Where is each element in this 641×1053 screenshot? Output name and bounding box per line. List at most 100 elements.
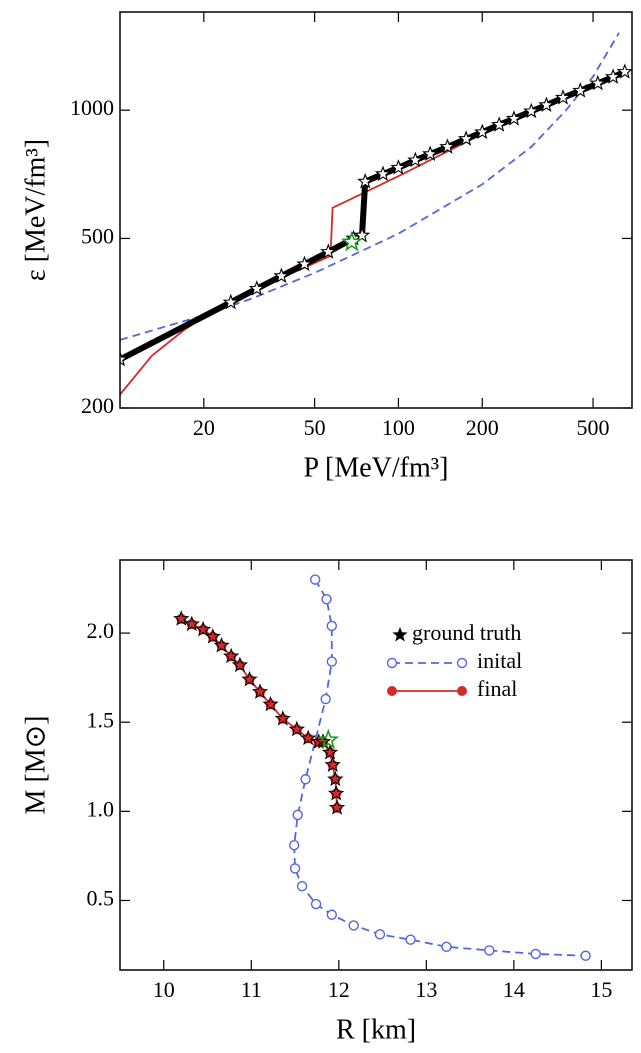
star-marker — [538, 96, 555, 112]
point — [405, 934, 416, 945]
star-marker — [328, 799, 346, 815]
x-tick-label: 11 — [241, 977, 262, 1002]
legend-label: inital — [477, 648, 522, 673]
series-line — [120, 69, 626, 363]
star-marker — [213, 637, 230, 653]
star-marker — [554, 89, 572, 105]
star-marker — [523, 102, 540, 119]
frame — [119, 11, 633, 409]
star-marker — [374, 165, 392, 181]
legend-label: ground truth — [412, 620, 521, 645]
y-axis-label: ε [MeV/fm³] — [20, 139, 51, 281]
legend-dot — [386, 657, 398, 669]
star-marker — [327, 770, 344, 787]
legend-dot — [387, 686, 397, 696]
point — [289, 863, 301, 874]
y-tick-label: 1.0 — [87, 796, 115, 821]
star-marker — [321, 743, 339, 760]
star-marker — [262, 695, 279, 712]
legend-star — [392, 627, 408, 642]
star-marker — [328, 784, 345, 801]
star-marker — [604, 68, 622, 84]
point — [310, 898, 322, 910]
star-marker — [421, 145, 439, 161]
star-marker — [474, 123, 491, 140]
star-marker — [241, 670, 258, 687]
star-marker — [273, 267, 290, 283]
star-marker — [204, 628, 221, 644]
legend-label: final — [477, 676, 517, 701]
star-marker — [572, 82, 589, 98]
x-tick-label: 20 — [193, 415, 215, 440]
star-marker — [491, 116, 508, 132]
x-axis-label: P [MeV/fm³] — [303, 452, 448, 483]
star-marker — [251, 683, 269, 699]
point — [441, 941, 452, 953]
star-marker — [357, 173, 374, 189]
point — [326, 909, 338, 920]
point — [326, 620, 338, 632]
x-axis-label: R [km] — [336, 1014, 416, 1045]
star-marker — [439, 138, 456, 154]
star-marker — [616, 63, 632, 79]
highlight-star — [317, 728, 340, 750]
point — [296, 881, 308, 892]
x-tick-label: 10 — [153, 977, 175, 1002]
star-marker — [120, 350, 129, 367]
frame — [119, 559, 633, 971]
x-tick-label: 14 — [503, 977, 525, 1002]
point — [288, 840, 300, 851]
x-tick-label: 500 — [577, 415, 610, 440]
star-marker — [320, 243, 337, 259]
point — [326, 656, 338, 667]
star-marker — [390, 159, 407, 175]
point — [300, 774, 311, 785]
point — [292, 809, 303, 821]
x-tick-label: 50 — [304, 415, 326, 440]
point — [321, 594, 332, 605]
star-marker — [222, 293, 240, 310]
series-line — [120, 70, 626, 396]
legend-dot — [456, 657, 468, 669]
y-tick-label: 1.5 — [87, 707, 115, 732]
star-marker — [457, 130, 475, 146]
star-marker — [296, 255, 313, 272]
star-marker — [223, 647, 240, 664]
plot-area — [173, 574, 591, 961]
point — [530, 948, 541, 960]
star-marker — [589, 74, 607, 91]
star-marker — [183, 615, 200, 632]
point — [580, 950, 591, 961]
star-marker — [195, 620, 212, 637]
star-marker — [231, 656, 249, 673]
point — [309, 574, 321, 585]
star-marker — [407, 151, 424, 168]
y-tick-label: 2.0 — [87, 618, 115, 643]
x-tick-label: 12 — [328, 977, 350, 1002]
star-marker — [353, 226, 371, 243]
y-tick-label: 200 — [81, 393, 114, 418]
highlight-star — [341, 230, 363, 252]
point — [348, 920, 359, 931]
x-tick-label: 15 — [590, 977, 612, 1002]
star-marker — [173, 610, 190, 626]
star-marker — [324, 756, 341, 772]
star-marker — [288, 720, 306, 737]
y-tick-label: 1000 — [70, 95, 114, 120]
y-tick-label: 500 — [81, 223, 114, 248]
point — [374, 929, 386, 940]
star-marker — [274, 710, 291, 726]
point — [484, 945, 495, 956]
legend-dot — [457, 686, 467, 696]
y-tick-label: 0.5 — [87, 886, 115, 911]
star-marker — [300, 729, 317, 746]
x-tick-label: 200 — [466, 415, 499, 440]
x-tick-label: 100 — [382, 415, 415, 440]
x-tick-label: 13 — [415, 977, 437, 1002]
point — [320, 693, 331, 705]
plot-area — [120, 32, 632, 396]
star-marker — [248, 280, 266, 296]
y-axis-label: M [M⊙] — [20, 716, 51, 815]
star-marker — [505, 110, 523, 126]
